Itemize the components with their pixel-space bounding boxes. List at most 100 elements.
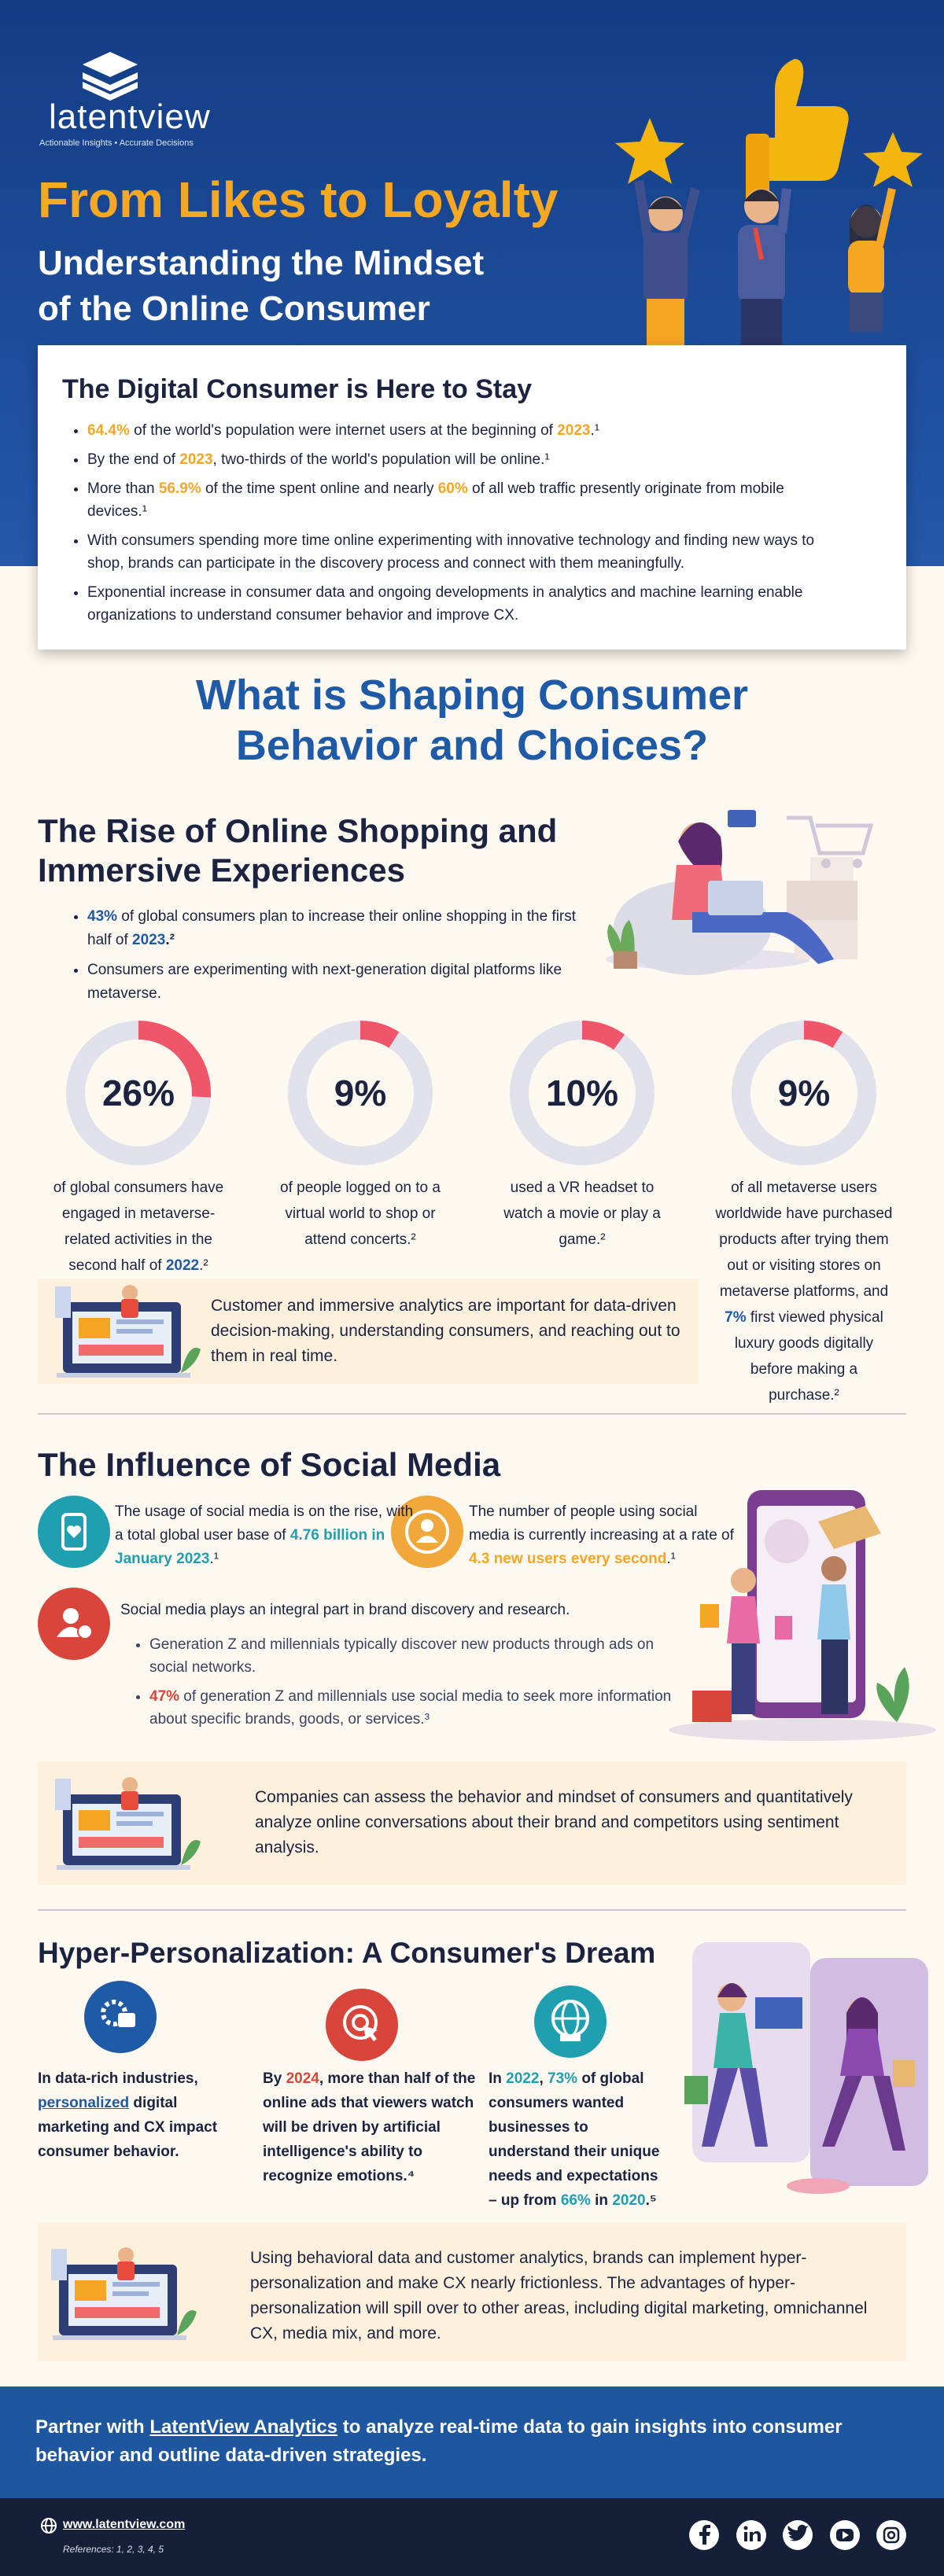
shopping-illustration-part (614, 951, 637, 969)
linkedin-icon-part[interactable] (743, 2526, 748, 2530)
social-lead: Social media plays an integral part in b… (120, 1602, 570, 1618)
text: Partner with (35, 2416, 150, 2438)
logo-tagline: Actionable Insights • Accurate Decisions (39, 138, 194, 148)
personal-illustration-part (702, 2068, 768, 2147)
social-illustration-part (765, 1519, 809, 1563)
highlight: 2020 (612, 2192, 646, 2209)
header-illustration-part (850, 293, 883, 332)
stat-caption: of people logged on to a virtual world t… (270, 1175, 451, 1253)
twitter-icon[interactable] (783, 2520, 813, 2550)
logo-icon-part (83, 52, 138, 77)
personal-illustration-part (717, 1983, 747, 1997)
text: .⁵ (645, 2192, 657, 2209)
text: used a VR headset to watch a movie or pl… (503, 1179, 661, 1248)
intro-bullet: By the end of 2023, two-thirds of the wo… (87, 448, 843, 471)
highlight: 4.76 billion in January 2023 (115, 1527, 385, 1567)
intro-bullet: 64.4% of the world's population were int… (87, 419, 843, 442)
linkedin-icon-part[interactable] (744, 2532, 747, 2541)
social-list: Generation Z and millennials typically d… (132, 1633, 692, 1737)
header-illustration-part (850, 204, 883, 244)
twitter-icon-part[interactable] (787, 2524, 809, 2541)
text: By the end of (87, 451, 180, 468)
globe-icon (41, 2518, 57, 2534)
facebook-icon[interactable] (689, 2520, 719, 2550)
instagram-icon-part[interactable] (876, 2520, 906, 2550)
shopping-illustration (606, 810, 874, 975)
header-illustration-part (648, 197, 683, 209)
shopping-illustration-part (708, 881, 763, 915)
text: of people logged on to a virtual world t… (280, 1179, 441, 1248)
stat-caption: used a VR headset to watch a movie or pl… (492, 1175, 673, 1253)
text: first viewed physical luxury goods digit… (734, 1309, 883, 1404)
text: Exponential increase in consumer data an… (87, 584, 803, 624)
text: of the world's population were internet … (129, 422, 558, 439)
logo-text: latentview (49, 98, 211, 136)
highlight: 47% (149, 1688, 180, 1705)
social-illustration-part (731, 1568, 756, 1593)
header-illustration (615, 59, 923, 354)
highlight: 2023 (132, 932, 166, 948)
header-illustration-part (738, 225, 785, 304)
personal-icons-part (118, 2013, 135, 2027)
linkedin-icon[interactable] (736, 2520, 766, 2550)
text: Generation Z and millennials typically d… (149, 1636, 655, 1676)
personal-illustration-part (755, 1997, 802, 2029)
highlight: 2023 (179, 451, 213, 468)
social-illustration-part (775, 1616, 792, 1639)
social-icons-part (77, 1624, 93, 1639)
social-illustration-part (700, 1604, 719, 1628)
social-icons-part (405, 1510, 449, 1554)
personal-icons (84, 1981, 607, 2061)
instagram-icon-part[interactable] (887, 2530, 896, 2540)
online-list: 43% of global consumers plan to increase… (70, 905, 599, 1012)
highlight: 2022 (165, 1257, 200, 1274)
header-illustration-part (744, 190, 779, 201)
header-illustration-part (643, 233, 688, 304)
text: Consumers are experimenting with next-ge… (87, 962, 562, 1002)
shopping-illustration-part (787, 815, 874, 856)
intro-bullet: Exponential increase in consumer data an… (87, 581, 843, 627)
donut-label: 9% (334, 1073, 387, 1113)
personal-icons-part (352, 2014, 369, 2031)
shopping-illustration-part (810, 857, 854, 881)
social-illustration (669, 1490, 936, 1741)
social-illustration-part (692, 1691, 732, 1722)
text: .¹ (666, 1551, 676, 1567)
personal-icons-part (363, 2026, 378, 2041)
instagram-icon[interactable] (876, 2520, 906, 2550)
social-illustration-part (732, 1643, 755, 1714)
header-illustration-part (741, 299, 782, 354)
header-illustration-part (746, 134, 769, 203)
header-illustration-part (863, 132, 923, 187)
highlight: 56.9% (158, 480, 201, 497)
facebook-icon-part[interactable] (699, 2525, 710, 2545)
instagram-icon-part[interactable] (883, 2526, 900, 2544)
social-illustration-part (821, 1639, 848, 1714)
personal-illustration (684, 1942, 928, 2194)
website-link[interactable]: www.latentview.com (63, 2518, 186, 2531)
link[interactable]: LatentView Analytics (149, 2416, 338, 2438)
shopping-illustration-part (853, 859, 862, 868)
social-illustration-part (821, 1556, 846, 1581)
social-icons-part (416, 1536, 438, 1543)
personal-icons-part (560, 2035, 581, 2041)
youtube-icon[interactable] (830, 2520, 860, 2550)
linkedin-icon-part[interactable] (750, 2531, 761, 2541)
personal-illustration-part (840, 2029, 884, 2076)
logo-icon (83, 52, 138, 101)
youtube-icon-part[interactable] (843, 2531, 849, 2539)
text: , two-thirds of the world's population w… (212, 451, 550, 468)
social-icons (38, 1496, 463, 1660)
link[interactable]: personalized (38, 2095, 130, 2111)
text: of generation Z and millennials use soci… (149, 1688, 672, 1728)
callout-text: Companies can assess the behavior and mi… (255, 1788, 853, 1857)
text: .¹ (590, 422, 600, 439)
social-title: The Influence of Social Media (38, 1446, 501, 1483)
header-illustration-part (615, 118, 684, 184)
highlight: 66% (560, 2192, 591, 2209)
donut-label: 9% (777, 1073, 831, 1113)
text: in (590, 2192, 613, 2209)
header-illustration-part (678, 187, 700, 241)
references[interactable]: References: 1, 2, 3, 4, 5 (63, 2544, 164, 2555)
header-illustration-part (747, 59, 849, 181)
